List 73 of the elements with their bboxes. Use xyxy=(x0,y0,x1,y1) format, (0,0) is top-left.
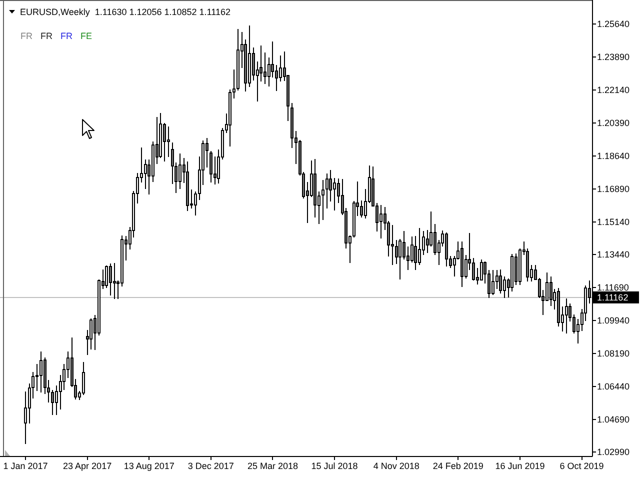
candlestick xyxy=(209,150,212,184)
x-tick-label: 1 Jan 2017 xyxy=(3,461,48,471)
candlestick xyxy=(39,351,42,394)
y-tick-label: 1.04690 xyxy=(597,414,630,425)
x-tick-label: 24 Feb 2019 xyxy=(432,461,484,471)
y-tick-label: 1.09940 xyxy=(597,316,630,326)
x-tick-label: 6 Oct 2019 xyxy=(560,461,604,471)
candlestick xyxy=(278,55,282,82)
y-tick-label: 1.15140 xyxy=(597,217,630,228)
candlestick xyxy=(333,178,336,212)
x-tick-label: 3 Dec 2017 xyxy=(188,461,234,471)
x-tick-label: 15 Jul 2018 xyxy=(311,461,358,471)
candlestick xyxy=(108,262,112,296)
x-tick-label: 25 Mar 2018 xyxy=(247,461,298,471)
y-tick-label: 1.08190 xyxy=(597,348,630,359)
candlestick xyxy=(54,385,58,416)
candlestick xyxy=(418,228,422,266)
candlestick xyxy=(426,229,429,254)
y-tick-label: 1.02990 xyxy=(597,446,630,457)
annotation: FE xyxy=(80,31,92,41)
candlestick xyxy=(325,172,328,209)
candlestick xyxy=(379,204,382,239)
candlestick xyxy=(82,361,85,396)
annotation: FR xyxy=(60,31,73,41)
candlestick xyxy=(264,52,267,85)
candlestick xyxy=(206,137,209,168)
candlestick xyxy=(503,276,506,299)
text: EURUSD,Weekly 1.11630 1.12056 1.10852 1.11162 xyxy=(20,7,230,17)
annotation: FR xyxy=(40,31,53,41)
candlestick xyxy=(163,122,166,162)
y-tick-label: 1.20390 xyxy=(597,118,630,128)
candlestick xyxy=(546,272,549,302)
candlestick xyxy=(549,276,552,307)
y-tick-label: 1.22140 xyxy=(597,84,630,95)
y-tick-label: 1.13440 xyxy=(597,249,630,260)
candlestick xyxy=(51,390,54,416)
candlestick xyxy=(24,391,27,445)
candlestick xyxy=(252,46,255,82)
x-tick-label: 23 Apr 2017 xyxy=(63,461,112,471)
candlestick xyxy=(499,268,502,294)
y-tick-label: 1.11690 xyxy=(597,282,629,292)
candlestick xyxy=(402,230,406,260)
candlestick xyxy=(166,126,170,158)
candlestick xyxy=(398,238,402,280)
candlestick xyxy=(480,258,483,282)
y-tick-label: 1.18640 xyxy=(597,151,630,162)
x-tick-label: 4 Nov 2018 xyxy=(373,461,420,471)
candlestick xyxy=(360,200,364,218)
y-tick-label: 1.06440 xyxy=(597,382,630,392)
candlestick xyxy=(105,265,108,289)
candlestick xyxy=(414,236,418,270)
candlestick xyxy=(112,262,116,300)
x-tick-label: 16 Jun 2019 xyxy=(495,461,545,471)
candlestick xyxy=(495,269,498,290)
candlestick xyxy=(275,64,278,92)
y-tick-label: 1.16890 xyxy=(597,184,630,194)
candlestick xyxy=(271,41,274,78)
candlestick xyxy=(394,240,398,264)
candlestick xyxy=(178,152,182,190)
y-tick-label: 1.25640 xyxy=(597,18,630,29)
y-tick-label: 1.23890 xyxy=(597,52,630,62)
x-tick-label: 13 Aug 2017 xyxy=(124,461,174,471)
candlestick xyxy=(390,224,394,266)
candlestick xyxy=(321,179,324,220)
candlestick xyxy=(564,298,568,334)
candlestick xyxy=(406,246,410,270)
annotation: FR xyxy=(20,31,33,41)
candlestick xyxy=(36,363,39,392)
candlestick xyxy=(433,223,436,256)
candlestick xyxy=(472,257,476,282)
candlestick xyxy=(213,156,216,185)
candlestick xyxy=(491,269,494,296)
ref-line-label: 1.11162 xyxy=(597,292,628,302)
